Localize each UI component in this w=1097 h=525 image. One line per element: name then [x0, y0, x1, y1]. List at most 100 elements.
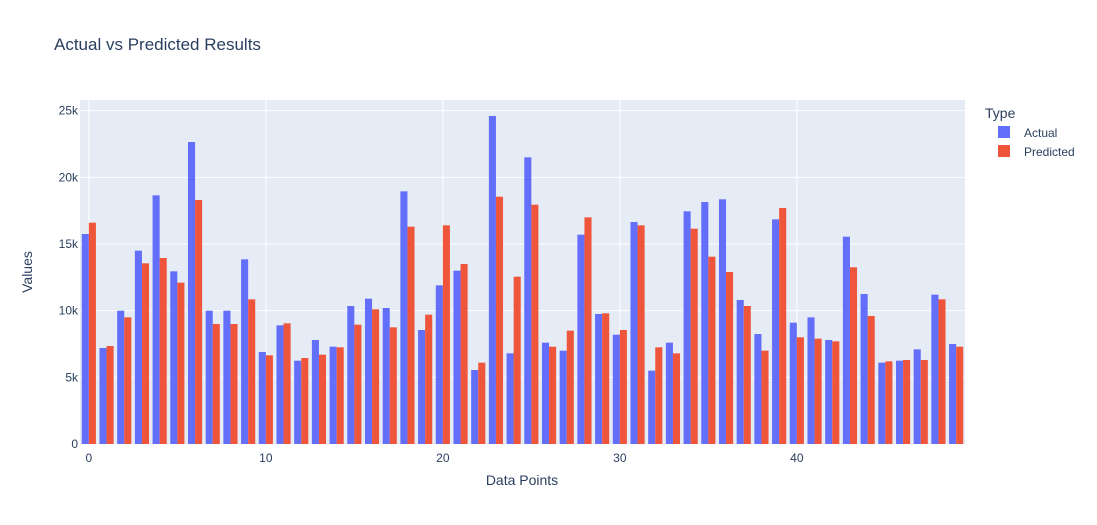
- bar-predicted[interactable]: [903, 360, 911, 444]
- bar-predicted[interactable]: [159, 258, 167, 444]
- bar-predicted[interactable]: [478, 362, 486, 444]
- bar-actual[interactable]: [117, 310, 125, 444]
- bar-predicted[interactable]: [672, 353, 681, 444]
- bar-predicted[interactable]: [106, 346, 114, 444]
- bar-predicted[interactable]: [195, 200, 203, 444]
- bar-actual[interactable]: [435, 285, 443, 444]
- bar-actual[interactable]: [311, 340, 319, 444]
- bar-predicted[interactable]: [655, 347, 663, 444]
- bar-actual[interactable]: [276, 325, 284, 444]
- bar-predicted[interactable]: [761, 350, 769, 444]
- bar-actual[interactable]: [187, 142, 196, 444]
- bar-actual[interactable]: [595, 314, 603, 444]
- bar-actual[interactable]: [913, 349, 921, 444]
- bar-actual[interactable]: [541, 342, 550, 444]
- bar-predicted[interactable]: [637, 225, 645, 444]
- bar-predicted[interactable]: [442, 225, 450, 444]
- bar-actual[interactable]: [860, 294, 868, 444]
- bar-predicted[interactable]: [389, 327, 397, 444]
- bar-actual[interactable]: [152, 195, 160, 444]
- bar-predicted[interactable]: [779, 208, 787, 444]
- bar-actual[interactable]: [134, 250, 142, 444]
- bar-predicted[interactable]: [354, 324, 362, 444]
- bar-actual[interactable]: [772, 219, 780, 444]
- bar-predicted[interactable]: [425, 314, 433, 444]
- bar-actual[interactable]: [701, 202, 709, 444]
- bar-actual[interactable]: [559, 350, 567, 444]
- bar-predicted[interactable]: [372, 309, 380, 444]
- bar-predicted[interactable]: [265, 355, 273, 444]
- bar-predicted[interactable]: [407, 226, 415, 444]
- bar-actual[interactable]: [223, 310, 231, 444]
- bar-actual[interactable]: [842, 236, 850, 444]
- bar-actual[interactable]: [453, 270, 461, 444]
- bar-predicted[interactable]: [956, 346, 964, 444]
- bar-predicted[interactable]: [141, 263, 150, 444]
- bar-actual[interactable]: [648, 370, 656, 444]
- bar-actual[interactable]: [524, 157, 532, 444]
- bar-predicted[interactable]: [124, 317, 132, 444]
- bar-actual[interactable]: [895, 360, 904, 444]
- bar-actual[interactable]: [878, 362, 886, 444]
- bar-actual[interactable]: [577, 234, 585, 444]
- bar-actual[interactable]: [382, 308, 390, 444]
- bar-predicted[interactable]: [619, 330, 627, 444]
- bar-predicted[interactable]: [796, 337, 804, 444]
- bar-predicted[interactable]: [602, 313, 610, 444]
- bar-actual[interactable]: [807, 317, 815, 444]
- bar-actual[interactable]: [99, 348, 107, 444]
- bar-actual[interactable]: [170, 271, 178, 444]
- bar-actual[interactable]: [718, 199, 727, 444]
- bar-predicted[interactable]: [849, 267, 858, 444]
- bar-actual[interactable]: [347, 306, 355, 444]
- bar-actual[interactable]: [258, 352, 266, 444]
- bar-predicted[interactable]: [549, 346, 557, 444]
- bar-actual[interactable]: [506, 353, 514, 444]
- bar-predicted[interactable]: [867, 316, 875, 444]
- legend-label-predicted[interactable]: Predicted: [1024, 145, 1075, 159]
- bar-actual[interactable]: [241, 259, 249, 444]
- bar-predicted[interactable]: [212, 324, 220, 444]
- bar-actual[interactable]: [683, 211, 691, 444]
- bar-predicted[interactable]: [832, 341, 840, 444]
- bar-predicted[interactable]: [584, 217, 592, 444]
- bar-predicted[interactable]: [336, 347, 344, 444]
- bar-actual[interactable]: [665, 342, 673, 444]
- bar-predicted[interactable]: [566, 330, 574, 444]
- bar-actual[interactable]: [205, 310, 213, 444]
- bar-predicted[interactable]: [301, 358, 309, 444]
- bar-actual[interactable]: [488, 116, 496, 444]
- bar-actual[interactable]: [630, 222, 638, 444]
- bar-predicted[interactable]: [531, 204, 539, 444]
- legend-swatch-predicted[interactable]: [998, 145, 1010, 157]
- bar-predicted[interactable]: [318, 354, 327, 444]
- bar-predicted[interactable]: [920, 360, 928, 444]
- bar-actual[interactable]: [612, 334, 620, 444]
- bar-predicted[interactable]: [460, 264, 468, 444]
- legend-label-actual[interactable]: Actual: [1024, 126, 1057, 140]
- bar-predicted[interactable]: [230, 324, 238, 444]
- bar-actual[interactable]: [789, 322, 797, 444]
- bar-predicted[interactable]: [743, 306, 751, 444]
- bar-predicted[interactable]: [726, 272, 734, 444]
- bar-predicted[interactable]: [248, 299, 256, 444]
- bar-actual[interactable]: [81, 234, 89, 444]
- bar-actual[interactable]: [400, 191, 408, 444]
- bar-actual[interactable]: [754, 334, 762, 444]
- bar-predicted[interactable]: [708, 256, 716, 444]
- bar-predicted[interactable]: [177, 282, 185, 444]
- bar-predicted[interactable]: [283, 323, 291, 444]
- bar-actual[interactable]: [418, 330, 426, 444]
- bar-predicted[interactable]: [938, 299, 946, 444]
- bar-predicted[interactable]: [495, 196, 504, 444]
- bar-predicted[interactable]: [513, 276, 521, 444]
- bar-actual[interactable]: [736, 300, 744, 444]
- bar-actual[interactable]: [471, 370, 479, 444]
- bar-actual[interactable]: [329, 346, 337, 444]
- bar-predicted[interactable]: [88, 222, 96, 444]
- bar-actual[interactable]: [294, 360, 302, 444]
- bar-predicted[interactable]: [885, 361, 893, 444]
- bar-actual[interactable]: [825, 340, 833, 444]
- bar-actual[interactable]: [949, 344, 957, 444]
- bar-predicted[interactable]: [690, 228, 698, 444]
